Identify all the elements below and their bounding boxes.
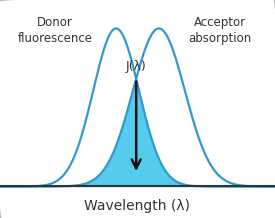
Text: J(λ): J(λ) [126, 60, 147, 73]
Text: Acceptor
absorption: Acceptor absorption [188, 16, 252, 45]
Text: Donor
fluorescence: Donor fluorescence [18, 16, 92, 45]
Text: Wavelength (λ): Wavelength (λ) [84, 199, 191, 213]
